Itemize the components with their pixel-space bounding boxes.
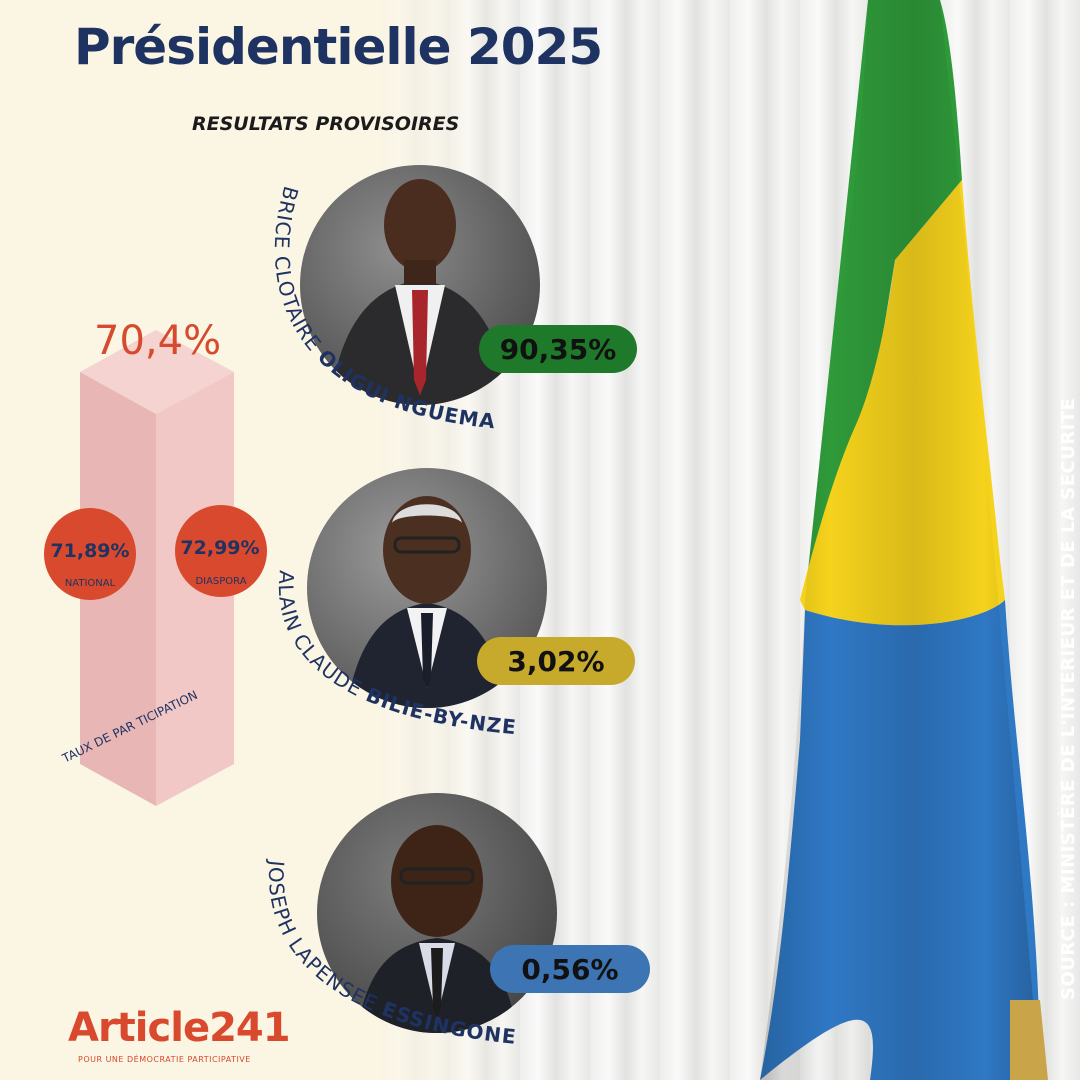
candidate-name-2: ALAIN CLAUDE BILIE-BY-NZE <box>274 570 517 740</box>
svg-text:ALAIN CLAUDE BILIE-BY: ALAIN CLAUDE BILIE-BY-NZE <box>274 570 518 740</box>
diaspora-badge <box>175 505 267 597</box>
national-label: NATIONAL <box>64 578 116 589</box>
national-value: 71,89% <box>50 540 130 562</box>
candidate-photo-1 <box>300 165 540 405</box>
logo: Article241 <box>68 1005 291 1051</box>
national-badge <box>44 508 136 600</box>
source-note: SOURCE : MINISTÈRE DE L'INTERIEUR ET DE … <box>1058 397 1079 1000</box>
svg-text:BRICE CLOTAIRE OLIGUI: BRICE CLOTAIRE OLIGUI NGUEMA <box>270 184 497 434</box>
participation-total: 70,4% <box>94 318 222 364</box>
page-title: Présidentielle 2025 <box>74 18 603 76</box>
diaspora-label: DIASPORA <box>195 576 247 587</box>
result-badge-1: 90,35% <box>479 325 637 373</box>
candidate-name-1: BRICE CLOTAIRE OLIGUI NGUEMA <box>270 184 496 434</box>
candidate-photo-2 <box>307 468 547 708</box>
logo-tagline: POUR UNE DÉMOCRATIE PARTICIPATIVE <box>78 1055 251 1064</box>
page-subtitle: RESULTATS PROVISOIRES <box>192 113 460 135</box>
diaspora-value: 72,99% <box>180 537 260 559</box>
svg-text:JOSEPH LAPENSEE ESSIN: JOSEPH LAPENSEE ESSINGONE <box>264 858 518 1049</box>
candidate-name-3: JOSEPH LAPENSEE ESSINGONE <box>264 858 517 1049</box>
result-badge-2: 3,02% <box>477 637 635 685</box>
result-badge-3: 0,56% <box>490 945 650 993</box>
participation-bar-top <box>80 330 234 414</box>
candidate-photo-3 <box>317 793 557 1033</box>
